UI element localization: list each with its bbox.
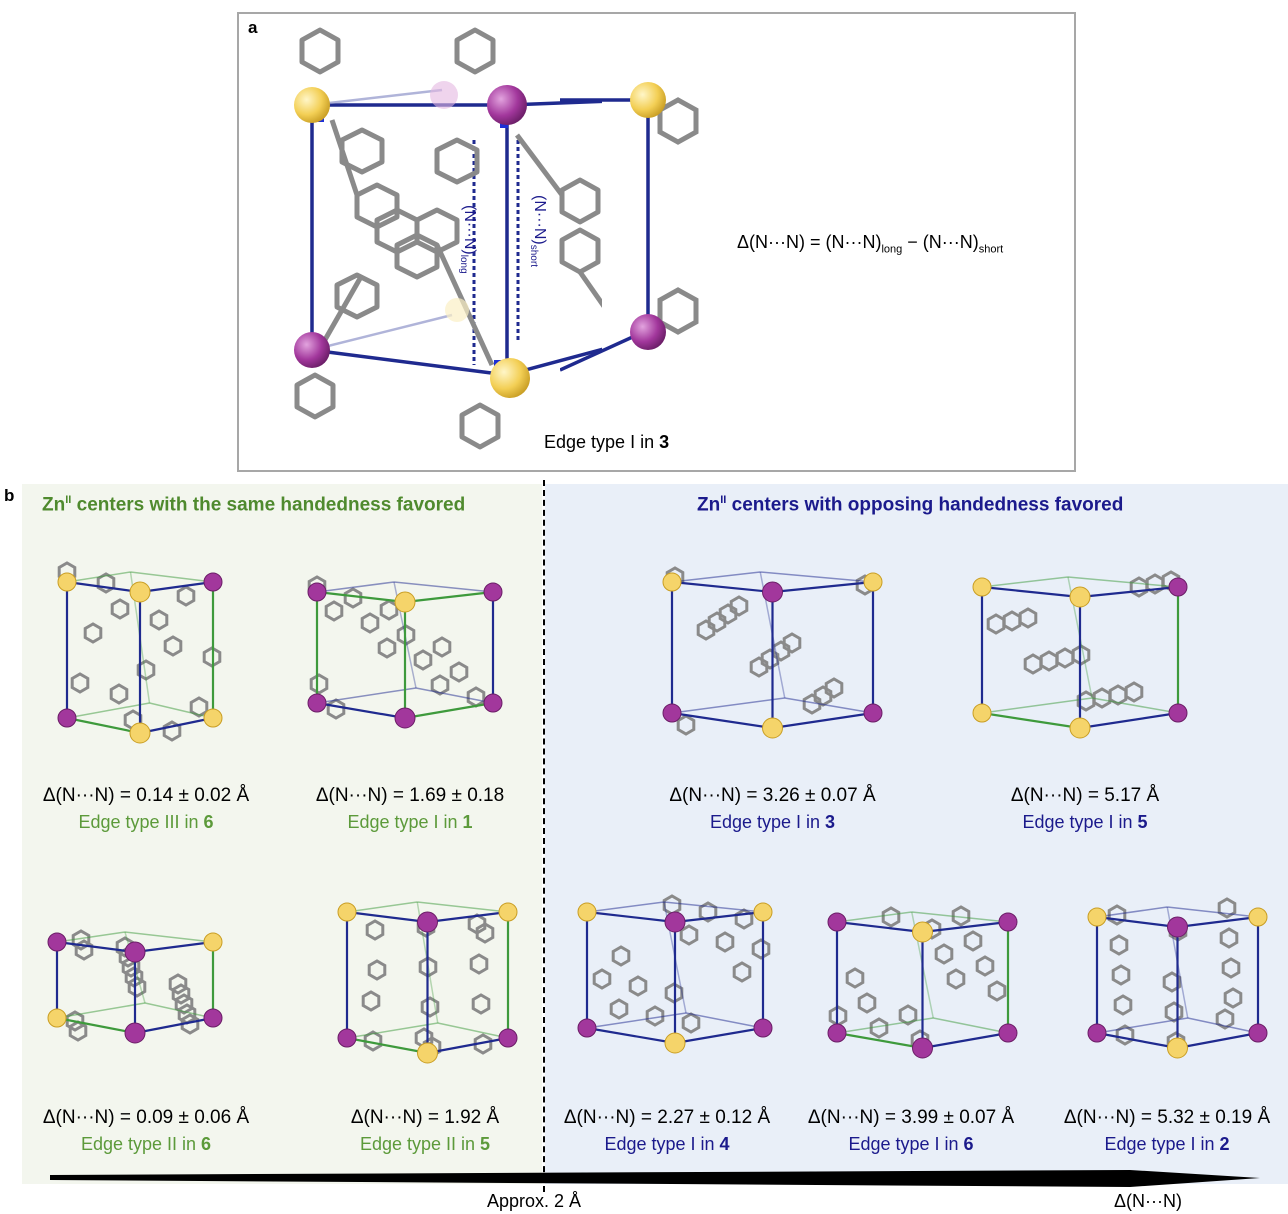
delta-formula: Δ(N···N) = (N···N)long − (N···N)short [737,232,1004,256]
delta-value-1: Δ(N···N) = 0.14 ± 0.02 Å [42,785,250,806]
cage-structure-7 [577,894,773,1054]
label-n-n-short: (N···N)short [527,195,548,267]
region-divider [543,480,545,1192]
cage-structure-5 [47,929,223,1044]
panel-a-frame [237,12,1076,472]
heading-opposing-handedness: ZnII centers with opposing handedness fa… [697,494,1124,516]
delta-value-4: Δ(N···N) = 5.17 Å [1010,785,1160,806]
edge-caption-3: Edge type I in 3 [709,812,836,832]
arrow-scale-label: Approx. 2 Å [487,1191,582,1211]
label-n-n-long: (N···N)long [457,205,478,274]
delta-trend-arrow [50,1170,1260,1187]
delta-value-7: Δ(N···N) = 2.27 ± 0.12 Å [563,1107,771,1128]
edge-caption-9: Edge type I in 2 [1104,1134,1230,1154]
delta-value-3: Δ(N···N) = 3.26 ± 0.07 Å [669,785,876,806]
panel-a-cage-right [560,82,699,372]
arrow-axis-label: Δ(N···N) [1114,1191,1182,1211]
cage-structure-4 [972,570,1188,739]
cage-structure-3 [662,566,883,739]
panel-a-letter: a [248,18,258,37]
edge-caption-4: Edge type I in 5 [1022,812,1148,832]
cage-structure-2 [307,575,503,729]
delta-value-2: Δ(N···N) = 1.69 ± 0.18 [315,785,505,806]
same-handedness-region [22,484,542,1184]
opposing-handedness-region [545,484,1288,1184]
delta-value-9: Δ(N···N) = 5.32 ± 0.19 Å [1063,1107,1271,1128]
panel-a-cage-structure [294,27,602,450]
cage-structure-9 [1087,897,1268,1059]
edge-caption-7: Edge type I in 4 [604,1134,730,1154]
delta-value-5: Δ(N···N) = 0.09 ± 0.06 Å [42,1107,250,1128]
cage-structure-1 [57,561,223,744]
edge-caption-5: Edge type II in 6 [80,1134,212,1154]
edge-caption-1: Edge type III in 6 [78,812,214,832]
panel-a-caption: Edge type I in 3 [544,432,670,452]
delta-value-8: Δ(N···N) = 3.99 ± 0.07 Å [807,1107,1015,1128]
cage-structure-8 [827,905,1018,1059]
cage-structure-6 [337,901,518,1064]
edge-caption-2: Edge type I in 1 [347,812,473,832]
edge-caption-8: Edge type I in 6 [848,1134,974,1154]
panel-b-letter: b [4,486,15,505]
edge-caption-6: Edge type II in 5 [359,1134,491,1154]
delta-value-6: Δ(N···N) = 1.92 Å [350,1107,500,1128]
heading-same-handedness: ZnII centers with the same handedness fa… [42,494,466,516]
